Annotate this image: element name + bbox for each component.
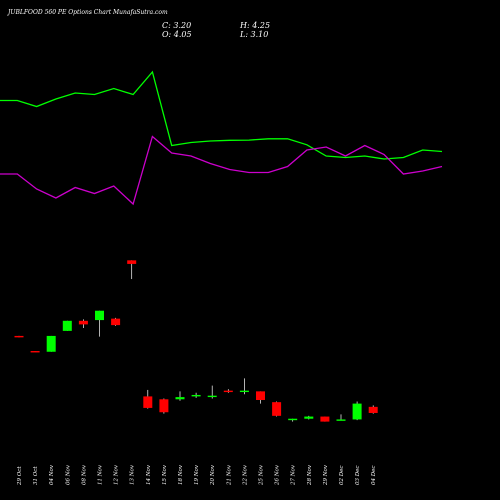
candle-body <box>14 335 24 338</box>
candle-body <box>336 419 346 421</box>
candle <box>95 310 104 337</box>
x-tick-label: 02 Dec <box>339 466 345 486</box>
x-tick-label: 22 Nov <box>242 464 248 486</box>
candle-body <box>127 260 137 264</box>
candle-body <box>304 416 314 419</box>
candle-body <box>191 394 201 397</box>
x-tick-label: 29 Oct <box>17 466 23 486</box>
candle-body <box>207 395 217 398</box>
candle <box>175 391 185 401</box>
x-tick-label: 20 Nov <box>210 464 216 486</box>
candle <box>62 320 72 331</box>
candle-body <box>272 402 282 416</box>
low-value: L: 3.10 <box>239 30 268 39</box>
candle-body <box>256 391 265 400</box>
chart-title: JUBLFOOD 560 PE Options Chart MunafaSutr… <box>6 9 168 16</box>
candle-body <box>223 390 233 393</box>
upper-indicator-line <box>0 70 443 160</box>
x-tick-label: 14 Nov <box>146 464 152 485</box>
x-tick-label: 04 Nov <box>49 464 55 485</box>
candle-body <box>111 318 121 326</box>
candle <box>30 351 40 353</box>
candle <box>14 335 24 338</box>
x-tick-label: 26 Nov <box>275 464 281 486</box>
candle <box>239 378 249 395</box>
x-tick-label: 04 Dec <box>371 466 377 486</box>
x-tick-label: 12 Nov <box>114 464 120 485</box>
candle <box>320 416 330 422</box>
candle-body <box>239 390 249 393</box>
x-tick-label: 19 Nov <box>194 464 200 485</box>
candle <box>111 317 121 326</box>
x-tick-label: 11 Nov <box>98 464 104 485</box>
candle <box>191 392 201 398</box>
candle <box>78 319 88 328</box>
close-value: C: 3.20 <box>162 21 191 30</box>
candle-body <box>143 396 153 408</box>
x-tick-label: 03 Dec <box>355 466 361 486</box>
x-tick-label: 27 Nov <box>291 464 297 486</box>
candle-body <box>352 403 362 420</box>
open-value: O: 4.05 <box>162 30 192 39</box>
x-tick-label: 29 Nov <box>323 464 329 486</box>
candle <box>159 398 169 414</box>
candle <box>288 418 298 422</box>
candle <box>46 335 56 352</box>
candle <box>256 391 265 404</box>
candle-body <box>78 320 88 325</box>
candle-body <box>46 335 56 352</box>
candle <box>368 405 378 414</box>
candle <box>336 414 346 421</box>
candle <box>272 401 282 417</box>
candle <box>304 415 314 420</box>
candle <box>127 260 137 280</box>
candle <box>207 385 217 399</box>
indicator-lines <box>0 70 443 206</box>
x-tick-label: 15 Nov <box>162 464 168 485</box>
x-tick-label: 13 Nov <box>130 464 136 485</box>
candle-body <box>62 320 72 331</box>
x-tick-label: 08 Nov <box>81 464 87 485</box>
high-value: H: 4.25 <box>239 21 270 30</box>
candle-body <box>95 310 104 321</box>
x-tick-label: 06 Nov <box>65 464 71 485</box>
candle-body <box>175 397 185 400</box>
candles-group <box>14 260 378 422</box>
x-tick-label: 21 Nov <box>226 464 232 486</box>
candle-body <box>159 399 169 413</box>
x-tick-label: 31 Oct <box>33 466 39 485</box>
x-axis-ticks: 29 Oct 31 Oct 04 Nov 06 Nov 08 Nov 11 Nov 12 N… <box>17 464 377 486</box>
candle-body <box>320 416 330 422</box>
x-tick-label: 25 Nov <box>259 464 265 486</box>
candle-body <box>30 351 40 353</box>
x-tick-label: 28 Nov <box>307 464 313 486</box>
candle <box>352 401 362 421</box>
candle-body <box>288 418 298 421</box>
x-tick-label: 18 Nov <box>178 464 184 485</box>
lower-indicator-line <box>0 135 443 206</box>
candle <box>223 389 233 393</box>
candle-body <box>368 406 378 413</box>
candle <box>143 389 153 409</box>
